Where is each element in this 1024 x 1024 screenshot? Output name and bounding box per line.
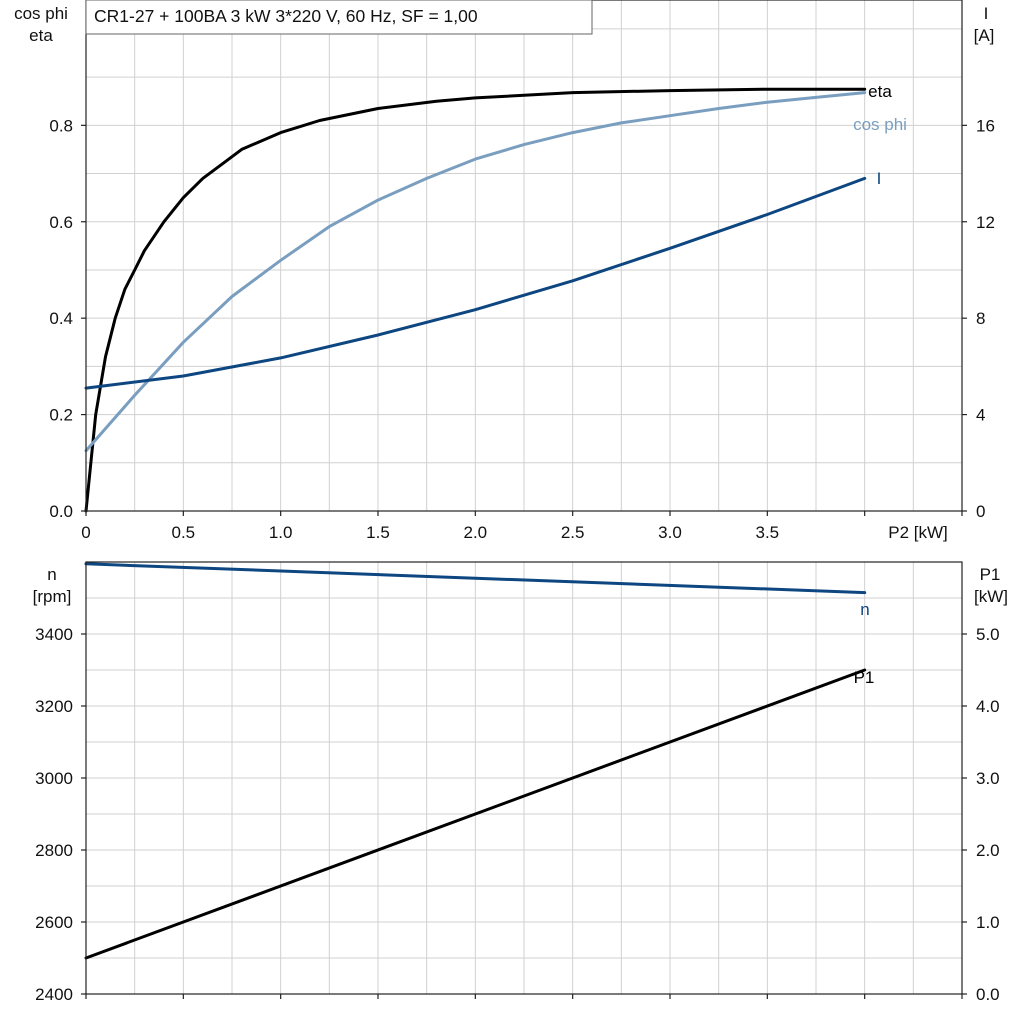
left-axis-tick-label: 3200 [35, 697, 73, 716]
bottom-left-axis-label-line2: [rpm] [33, 587, 72, 606]
x-axis-tick-label: 1.5 [366, 523, 390, 542]
left-axis-tick-label: 2400 [35, 985, 73, 1004]
bottom-left-axis-label-line1: n [47, 565, 56, 584]
left-axis-tick-label: 3400 [35, 625, 73, 644]
x-axis-tick-label: 2.0 [464, 523, 488, 542]
x-axis-tick-label: 1.0 [269, 523, 293, 542]
x-axis-tick-label: 3.0 [658, 523, 682, 542]
top-left-axis-label-line2: eta [29, 26, 53, 45]
top-chart-series [84, 87, 867, 513]
eta-line [84, 87, 867, 513]
p1-line [84, 668, 867, 960]
chart-title: CR1-27 + 100BA 3 kW 3*220 V, 60 Hz, SF =… [94, 6, 478, 26]
cos-phi-series-label: cos phi [853, 115, 907, 134]
left-axis-tick-label: 0.8 [49, 116, 73, 135]
top-right-axis-label-line2: [A] [974, 26, 995, 45]
top-chart-gridlines [86, 0, 962, 511]
top-chart-ticks: 0.0 0.2 0.4 0.6 0.8 0 4 8 12 16 0 0.5 1.0 1.5 2.0 2.5 3.… [49, 116, 995, 542]
right-axis-tick-label: 2.0 [976, 841, 1000, 860]
left-axis-tick-label: 0.6 [49, 213, 73, 232]
right-axis-tick-label: 16 [976, 116, 995, 135]
bottom-right-axis-label-line1: P1 [980, 565, 1001, 584]
p1-series-label: P1 [854, 668, 875, 687]
top-left-axis-label-line1: cos phi [14, 4, 68, 23]
bottom-right-axis-label-line2: [kW] [974, 587, 1008, 606]
bottom-chart-ticks: 2400 2600 2800 3000 3200 3400 0.0 1.0 2.0 3.0 4.0 5… [35, 625, 999, 1004]
top-right-axis-label-line1: I [984, 4, 989, 23]
right-axis-tick-label: 1.0 [976, 913, 1000, 932]
x-axis-tick-label: 0.5 [172, 523, 196, 542]
right-axis-tick-label: 5.0 [976, 625, 1000, 644]
x-axis-tick-label: 3.5 [756, 523, 780, 542]
current-series-label: I [877, 169, 882, 188]
x-axis-label: P2 [kW] [888, 523, 948, 542]
bottom-chart-series [84, 562, 867, 960]
speed-series-label: n [860, 600, 869, 619]
right-axis-tick-label: 4 [976, 406, 985, 425]
left-axis-tick-label: 2800 [35, 841, 73, 860]
left-axis-tick-label: 3000 [35, 769, 73, 788]
right-axis-tick-label: 0 [976, 502, 985, 521]
right-axis-tick-label: 12 [976, 213, 995, 232]
right-axis-tick-label: 0.0 [976, 985, 1000, 1004]
right-axis-tick-label: 4.0 [976, 697, 1000, 716]
left-axis-tick-label: 0.4 [49, 309, 73, 328]
top-chart-plot-frame [85, 0, 963, 512]
left-axis-tick-label: 0.2 [49, 406, 73, 425]
cos-phi-line [84, 91, 867, 453]
bottom-chart-gridlines [86, 562, 962, 994]
eta-series-label: eta [868, 82, 892, 101]
right-axis-tick-label: 8 [976, 309, 985, 328]
x-axis-tick-label: 0 [81, 523, 90, 542]
i-line [84, 176, 867, 390]
left-axis-tick-label: 2600 [35, 913, 73, 932]
x-axis-tick-label: 2.5 [561, 523, 585, 542]
n-line [84, 562, 867, 595]
chart-title-box [85, 0, 593, 35]
left-axis-tick-label: 0.0 [49, 502, 73, 521]
right-axis-tick-label: 3.0 [976, 769, 1000, 788]
